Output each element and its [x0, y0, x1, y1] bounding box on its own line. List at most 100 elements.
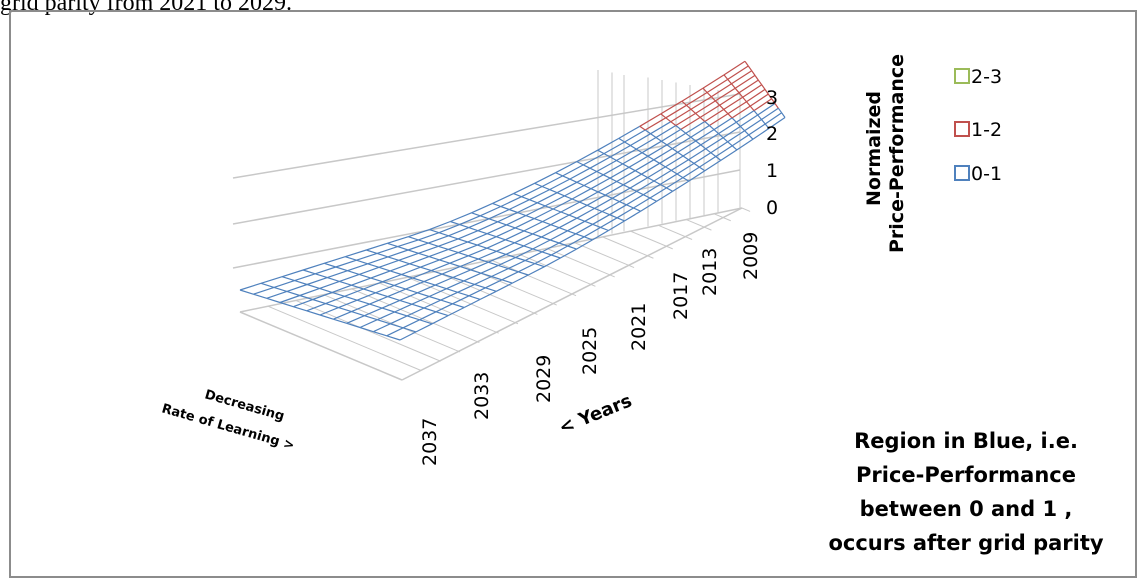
mesh-line-v-18-2 — [630, 144, 637, 150]
mesh-line-u-2-8 — [428, 235, 449, 244]
mesh-line-v-7-7 — [460, 265, 471, 271]
mesh-line-u-8-22 — [735, 110, 755, 123]
floor-line-12 — [574, 242, 635, 269]
mesh-line-v-2-11 — [419, 319, 433, 325]
mesh-line-u-6-6 — [431, 262, 451, 272]
mesh-line-v-17-2 — [609, 156, 617, 162]
mesh-line-v-9-11 — [534, 263, 545, 268]
mesh-line-v-19-7 — [677, 151, 684, 157]
mesh-line-v-11-2 — [488, 218, 498, 223]
x-tick-2017: 2017 — [670, 272, 692, 320]
legend-swatch-1-2 — [954, 121, 970, 137]
mesh-line-u-2-7 — [407, 242, 429, 251]
mesh-line-v-22-5 — [723, 108, 729, 115]
mesh-line-u-9-14 — [601, 201, 620, 213]
mesh-line-u-8-1 — [364, 307, 383, 317]
mesh-line-v-14-11 — [616, 217, 625, 222]
mesh-line-v-18-1 — [624, 141, 631, 147]
mesh-line-u-0-3 — [302, 262, 325, 271]
mesh-line-v-6-5 — [420, 266, 432, 272]
mesh-line-v-15-9 — [619, 201, 627, 206]
mesh-line-v-6-6 — [431, 270, 443, 275]
mesh-line-u-8-7 — [470, 261, 489, 271]
mesh-line-v-1-7 — [351, 311, 365, 317]
mesh-line-u-4-22 — [719, 92, 740, 106]
mesh-line-v-22-7 — [731, 117, 737, 123]
mesh-line-u-9-16 — [636, 180, 655, 192]
mesh-line-u-2-5 — [367, 256, 389, 265]
mesh-line-u-10-22 — [744, 118, 762, 132]
mesh-line-u-2-20 — [670, 108, 692, 123]
mesh-line-v-13-1 — [521, 196, 530, 201]
mesh-line-u-12-1 — [415, 323, 433, 333]
mesh-line-u-12-20 — [720, 149, 738, 161]
mesh-line-v-10-5 — [496, 236, 506, 241]
mesh-line-u-11-20 — [715, 145, 733, 158]
mesh-line-u-0-11 — [471, 202, 493, 214]
mesh-line-v-17-11 — [666, 187, 673, 192]
mesh-line-u-5-23 — [742, 84, 763, 98]
mesh-line-v-9-1 — [438, 232, 449, 237]
annotation-text: Region in Blue, i.e. Price-Performance b… — [806, 424, 1126, 560]
mesh-line-u-6-2 — [356, 292, 376, 301]
mesh-line-u-11-11 — [567, 236, 585, 247]
mesh-line-v-2-4 — [331, 291, 345, 297]
mesh-line-u-10-16 — [642, 183, 661, 196]
mesh-line-u-0-16 — [576, 149, 598, 163]
mesh-line-v-23-3 — [734, 87, 740, 94]
mesh-line-v-11-7 — [532, 233, 542, 238]
mesh-line-v-0-0 — [239, 289, 254, 295]
mesh-line-v-21-11 — [731, 145, 738, 151]
mesh-line-u-2-18 — [630, 133, 651, 147]
mesh-line-v-9-8 — [505, 253, 516, 259]
mesh-line-v-12-10 — [575, 233, 585, 238]
mesh-line-u-0-5 — [345, 249, 367, 258]
mesh-line-u-1-21 — [686, 91, 708, 106]
mesh-line-u-1-9 — [438, 224, 460, 234]
mesh-line-v-13-4 — [544, 205, 554, 210]
mesh-line-v-19-9 — [688, 159, 695, 164]
mesh-line-v-7-11 — [501, 279, 513, 284]
mesh-line-u-4-17 — [622, 152, 643, 165]
mesh-line-v-11-10 — [558, 242, 568, 247]
mesh-line-u-7-2 — [369, 296, 388, 305]
mesh-line-u-0-4 — [324, 256, 346, 264]
mesh-line-v-20-1 — [665, 117, 672, 123]
mesh-line-v-5-2 — [367, 263, 380, 268]
mesh-line-u-1-2 — [294, 273, 316, 282]
mesh-line-v-21-5 — [704, 121, 710, 126]
mesh-line-u-11-8 — [518, 263, 536, 273]
mesh-line-v-18-6 — [653, 159, 660, 164]
mesh-line-u-12-18 — [688, 170, 706, 182]
mesh-line-v-21-4 — [699, 116, 706, 122]
mesh-line-v-3-8 — [399, 299, 413, 305]
mesh-line-v-19-11 — [699, 166, 706, 172]
mesh-line-u-8-12 — [558, 217, 578, 229]
mesh-line-u-12-7 — [512, 274, 529, 284]
mesh-line-v-0-11 — [386, 335, 401, 341]
mesh-line-u-7-21 — [713, 117, 733, 131]
mesh-line-u-9-22 — [740, 114, 759, 127]
mesh-line-v-17-1 — [603, 153, 611, 158]
mesh-line-v-8-8 — [488, 261, 499, 266]
mesh-line-u-10-7 — [491, 268, 509, 278]
mesh-line-v-8-3 — [438, 245, 449, 250]
mesh-line-u-6-16 — [616, 170, 636, 183]
mesh-line-u-8-20 — [700, 133, 719, 146]
mesh-line-v-3-7 — [387, 296, 400, 301]
mesh-line-v-3-4 — [351, 284, 364, 290]
mesh-line-u-2-14 — [549, 178, 571, 191]
mesh-line-v-23-7 — [749, 105, 755, 111]
mesh-line-v-12-2 — [508, 208, 518, 214]
mesh-line-u-8-23 — [753, 98, 773, 112]
mesh-line-u-3-21 — [695, 100, 716, 114]
mesh-line-u-7-23 — [749, 93, 769, 107]
mesh-line-v-8-7 — [478, 258, 489, 263]
mesh-line-u-0-12 — [492, 193, 514, 204]
mesh-line-u-6-3 — [375, 284, 395, 294]
mesh-line-u-5-16 — [609, 166, 630, 179]
mesh-line-u-3-18 — [635, 136, 657, 150]
mesh-line-v-12-11 — [583, 236, 593, 241]
mesh-line-u-7-0 — [333, 311, 352, 320]
mesh-line-v-16-11 — [649, 197, 657, 202]
